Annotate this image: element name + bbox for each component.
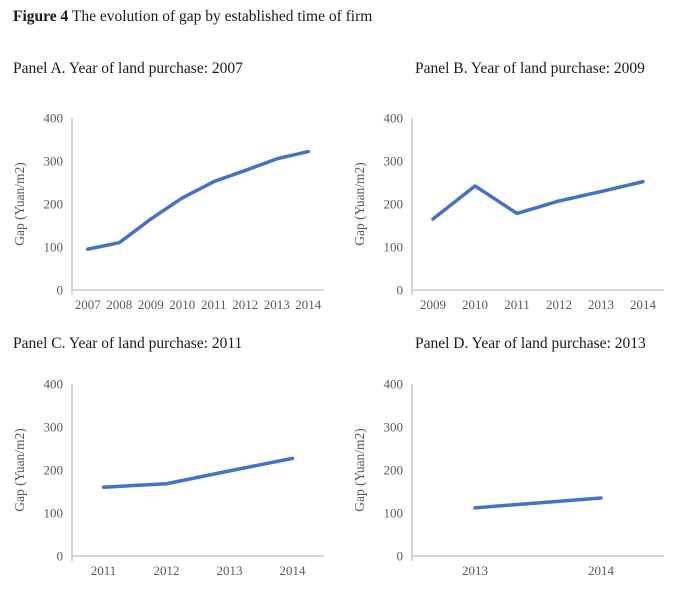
y-tick-label: 400: [384, 111, 404, 126]
panel-d-chart: 0 100 200 300 400 2013 2014 Gap (Yuan/m2): [352, 377, 664, 578]
y-tick-label: 400: [44, 111, 64, 126]
panel-d: Panel D. Year of land purchase: 2013 0 10…: [348, 330, 693, 584]
x-tick-label: 2012: [232, 297, 258, 312]
y-tick-label: 200: [44, 197, 64, 212]
y-tick-label: 300: [384, 420, 404, 435]
x-tick-label: 2010: [169, 297, 195, 312]
x-tick-label: 2010: [462, 297, 488, 312]
y-tick-label: 100: [384, 240, 404, 255]
panel-a-chart: 0 100 200 300 400 2007 2008 2009 2010 2011 2012 201…: [12, 111, 324, 312]
x-tick-label: 2011: [201, 297, 227, 312]
x-tick-label: 2009: [420, 297, 446, 312]
y-tick-label: 0: [57, 283, 64, 298]
x-tick-label: 2013: [217, 563, 243, 578]
panel-a: Panel A. Year of land purchase: 2007 0 10…: [8, 55, 353, 318]
panel-b-title: Panel B. Year of land purchase: 2009: [415, 60, 645, 77]
x-tick-label: 2011: [91, 563, 117, 578]
y-tick-label: 0: [57, 549, 64, 564]
y-tick-label: 300: [44, 420, 64, 435]
y-tick-label: 200: [384, 197, 404, 212]
y-tick-label: 400: [44, 377, 64, 392]
y-tick-label: 300: [44, 154, 64, 169]
y-axis-title: Gap (Yuan/m2): [12, 428, 27, 512]
y-tick-label: 300: [384, 154, 404, 169]
figure-title-number: Figure 4: [13, 8, 69, 25]
y-axis-title: Gap (Yuan/m2): [352, 162, 367, 246]
x-tick-label: 2014: [630, 297, 657, 312]
x-tick-label: 2008: [106, 297, 132, 312]
x-tick-label: 2013: [588, 297, 614, 312]
x-tick-label: 2014: [295, 297, 322, 312]
panel-a-title: Panel A. Year of land purchase: 2007: [13, 60, 243, 77]
x-tick-label: 2014: [588, 563, 615, 578]
gap-series-line: [101, 456, 295, 489]
y-tick-label: 400: [384, 377, 404, 392]
y-tick-label: 0: [397, 549, 404, 564]
panel-c-title: Panel C. Year of land purchase: 2011: [13, 335, 243, 352]
x-tick-label: 2014: [280, 563, 307, 578]
x-tick-label: 2009: [138, 297, 164, 312]
panel-c-chart: 0 100 200 300 400 2011 2012 2013 2014 Gap (Yuan/m…: [12, 377, 324, 578]
y-tick-label: 200: [44, 463, 64, 478]
y-axis-title: Gap (Yuan/m2): [12, 162, 27, 246]
y-tick-label: 100: [44, 240, 64, 255]
y-tick-label: 0: [397, 283, 404, 298]
panel-b-chart: 0 100 200 300 400 2009 2010 2011 2012 2013 2014 Gap…: [352, 111, 664, 312]
panel-c: Panel C. Year of land purchase: 2011 0 10…: [8, 330, 353, 584]
panel-d-title: Panel D. Year of land purchase: 2013: [415, 335, 646, 352]
y-axis-title: Gap (Yuan/m2): [352, 428, 367, 512]
figure-title-text: The evolution of gap by established time…: [68, 8, 373, 25]
gap-series-line: [473, 496, 603, 510]
x-tick-label: 2013: [264, 297, 290, 312]
gap-series-line: [431, 179, 645, 221]
figure-title: Figure 4 The evolution of gap by establi…: [13, 8, 372, 26]
y-tick-label: 100: [44, 506, 64, 521]
x-tick-label: 2012: [546, 297, 572, 312]
x-tick-label: 2007: [75, 297, 102, 312]
y-tick-label: 200: [384, 463, 404, 478]
x-tick-label: 2013: [462, 563, 488, 578]
gap-series-line: [86, 149, 310, 251]
x-tick-label: 2012: [154, 563, 180, 578]
x-tick-label: 2011: [504, 297, 530, 312]
panel-b: Panel B. Year of land purchase: 2009 0 10…: [348, 55, 693, 318]
y-tick-label: 100: [384, 506, 404, 521]
